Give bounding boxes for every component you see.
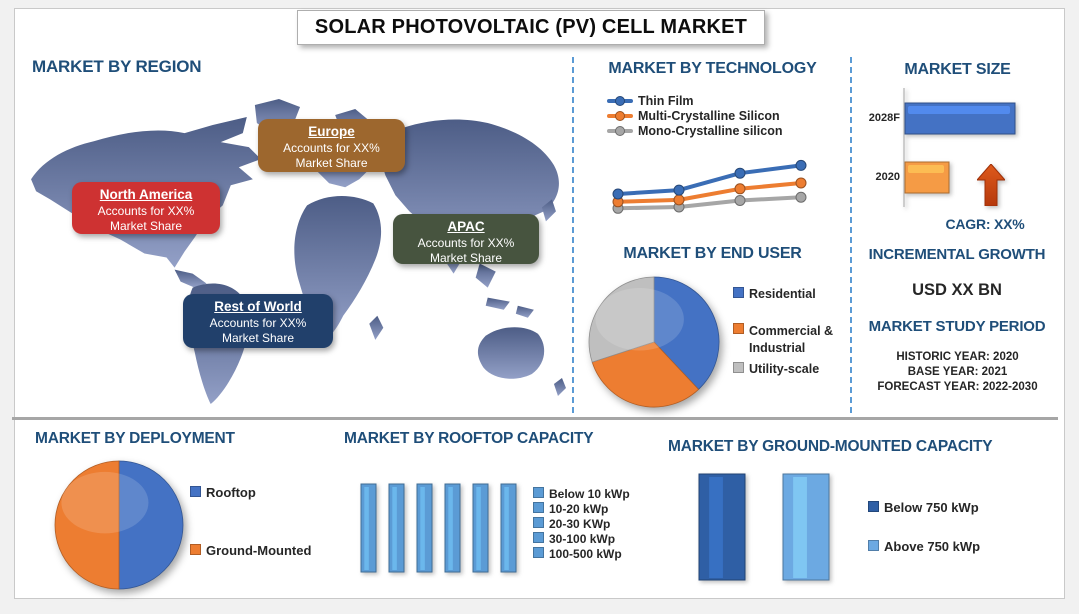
above-750kwp-label: Above 750 kWp — [884, 539, 981, 554]
callout-apac-title: APAC — [447, 219, 485, 234]
region-heading: MARKET BY REGION — [32, 57, 202, 76]
thin-film-line-marker — [607, 96, 633, 106]
callout-rest-of-world-title: Rest of World — [214, 299, 302, 314]
callout-europe-line2: Market Share — [295, 156, 368, 170]
legend-item-residential: Residential — [733, 287, 816, 301]
callout-europe-line1: Accounts for XX% — [283, 141, 380, 155]
market-study-period-lines: HISTORIC YEAR: 2020 BASE YEAR: 2021 FORE… — [845, 350, 1070, 395]
30-100kwp-label: 30-100 kWp — [549, 532, 616, 546]
100-500kwp-label: 100-500 kWp — [549, 547, 622, 561]
callout-apac-line2: Market Share — [429, 251, 503, 265]
legend-item-rooftop: Rooftop — [190, 486, 256, 500]
legend-item-below-10kwp: Below 10 kWp — [533, 487, 630, 501]
technology-line-chart — [612, 159, 807, 214]
callout-rest-of-world-line1: Accounts for XX% — [209, 316, 307, 330]
callout-apac: APAC Accounts for XX% Market Share — [393, 214, 539, 265]
legend-item-above-750kwp: Above 750 kWp — [868, 540, 980, 554]
technology-heading: MARKET BY TECHNOLOGY — [608, 60, 817, 77]
legend-item-thin-film: Thin Film — [607, 94, 694, 108]
thin-film-label: Thin Film — [638, 94, 694, 108]
commercial-industrial-label: Commercial & Industrial — [749, 324, 834, 355]
incremental-growth-value: USD XX BN — [912, 281, 1002, 299]
20-30kwp-swatch — [533, 517, 544, 528]
30-100kwp-swatch — [533, 532, 544, 543]
residential-swatch — [733, 287, 744, 298]
10-20kwp-label: 10-20 kWp — [549, 502, 609, 516]
legend-item-10-20kwp: 10-20 kWp — [533, 502, 608, 516]
market-size-bar-chart — [903, 88, 1016, 207]
callout-north-america-line1: Accounts for XX% — [97, 204, 195, 218]
bar-label-2020: 2020 — [875, 171, 900, 183]
legend-item-mono-crystalline: Mono-Crystalline silicon — [607, 124, 782, 138]
legend-item-utility-scale: Utility-scale — [733, 362, 819, 376]
legend-item-ground-mounted: Ground-Mounted — [190, 544, 311, 558]
commercial-industrial-swatch — [733, 323, 744, 334]
growth-arrow-icon — [977, 164, 1005, 206]
market-study-period-heading: MARKET STUDY PERIOD — [868, 318, 1046, 335]
below-10kwp-swatch — [533, 487, 544, 498]
below-10kwp-label: Below 10 kWp — [549, 487, 630, 501]
legend-item-100-500kwp: 100-500 kWp — [533, 547, 622, 561]
mono-crystalline-label: Mono-Crystalline silicon — [638, 124, 783, 138]
deployment-heading: MARKET BY DEPLOYMENT — [35, 430, 235, 447]
end-user-pie-chart — [588, 276, 720, 408]
callout-north-america-line2: Market Share — [109, 219, 183, 233]
multi-crystalline-label: Multi-Crystalline Silicon — [638, 109, 780, 123]
callout-rest-of-world: Rest of World Accounts for XX% Market Sh… — [183, 294, 333, 348]
legend-item-multi-crystalline: Multi-Crystalline Silicon — [607, 109, 780, 123]
rooftop-swatch — [190, 486, 201, 497]
100-500kwp-swatch — [533, 547, 544, 558]
callout-north-america-title: North America — [99, 187, 193, 202]
callout-apac-line1: Accounts for XX% — [417, 236, 515, 250]
callout-north-america: North America Accounts for XX% Market Sh… — [72, 182, 220, 234]
page-title: SOLAR PHOTOVOLTAIC (PV) CELL MARKET — [297, 10, 765, 45]
callout-europe: Europe Accounts for XX% Market Share — [258, 119, 405, 172]
utility-scale-swatch — [733, 362, 744, 373]
rooftop-label: Rooftop — [206, 485, 256, 500]
market-size-heading: MARKET SIZE — [904, 61, 1011, 78]
ground-capacity-bar-chart — [698, 473, 830, 581]
cagr-label: CAGR: XX% — [945, 216, 1025, 232]
legend-item-below-750kwp: Below 750 kWp — [868, 501, 979, 515]
rooftop-capacity-heading: MARKET BY ROOFTOP CAPACITY — [344, 430, 594, 447]
multi-crystalline-line-marker — [607, 111, 633, 121]
callout-rest-of-world-line2: Market Share — [221, 331, 295, 345]
callout-europe-title: Europe — [308, 124, 355, 139]
ground-mounted-label: Ground-Mounted — [206, 543, 312, 558]
above-750kwp-swatch — [868, 540, 879, 551]
below-750kwp-swatch — [868, 501, 879, 512]
residential-label: Residential — [749, 287, 816, 301]
historic-year-line: HISTORIC YEAR: 2020 — [896, 351, 1019, 363]
divider-horizontal — [12, 417, 1058, 420]
base-year-line: BASE YEAR: 2021 — [907, 366, 1008, 378]
below-750kwp-label: Below 750 kWp — [884, 500, 979, 515]
incremental-growth-heading: INCREMENTAL GROWTH — [868, 246, 1046, 263]
20-30kwp-label: 20-30 KWp — [549, 517, 611, 531]
deployment-pie-chart — [54, 460, 184, 590]
ground-mounted-swatch — [190, 544, 201, 555]
ground-capacity-heading: MARKET BY GROUND-MOUNTED CAPACITY — [668, 438, 993, 455]
bar-label-2028f: 2028F — [868, 112, 900, 124]
forecast-year-line: FORECAST YEAR: 2022-2030 — [877, 381, 1038, 393]
divider-vertical-2 — [850, 57, 852, 413]
utility-scale-label: Utility-scale — [749, 362, 820, 376]
10-20kwp-swatch — [533, 502, 544, 513]
legend-item-20-30kwp: 20-30 KWp — [533, 517, 610, 531]
mono-crystalline-line-marker — [607, 126, 633, 136]
legend-item-commercial-industrial: Commercial & Industrial — [733, 323, 848, 357]
end-user-heading: MARKET BY END USER — [623, 245, 802, 262]
legend-item-30-100kwp: 30-100 kWp — [533, 532, 615, 546]
divider-vertical-1 — [572, 57, 574, 413]
rooftop-capacity-bar-chart — [360, 483, 517, 573]
